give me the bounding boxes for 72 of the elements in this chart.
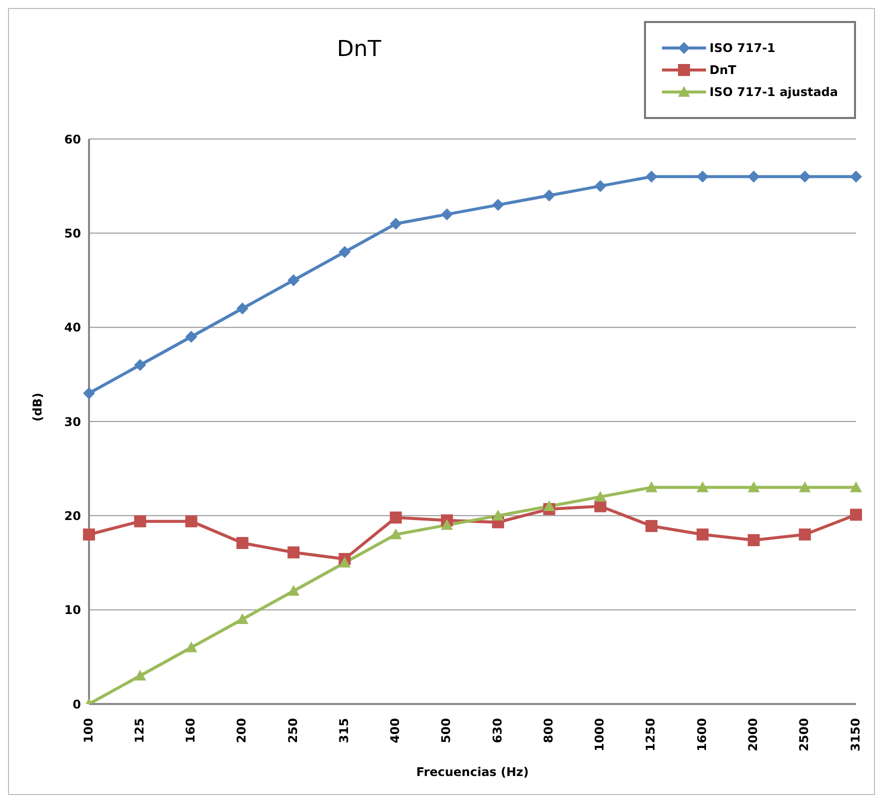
point	[645, 170, 658, 183]
point	[288, 274, 300, 286]
y-tick-label: 40	[64, 320, 81, 335]
point	[236, 536, 248, 549]
point	[748, 534, 760, 546]
legend-label: ISO 717-1	[710, 41, 776, 55]
point	[83, 387, 95, 400]
x-tick-label: 2000	[746, 718, 760, 752]
point	[236, 613, 248, 624]
x-tick-label: 1250	[644, 718, 658, 752]
point	[338, 246, 351, 258]
point	[390, 528, 402, 540]
x-tick-label: 3150	[848, 718, 862, 752]
x-tick-label: 200	[234, 718, 249, 744]
point	[543, 500, 556, 512]
point	[645, 520, 658, 532]
point	[134, 515, 146, 528]
point	[850, 508, 862, 521]
point	[288, 585, 300, 596]
x-tick-label: 1000	[592, 718, 607, 752]
y-tick-label: 10	[64, 603, 81, 618]
point	[236, 302, 248, 314]
point	[185, 515, 198, 528]
point	[850, 170, 862, 183]
y-tick-label: 50	[64, 226, 81, 240]
point	[850, 481, 862, 492]
x-tick-label: 125	[132, 718, 146, 744]
point	[696, 170, 709, 183]
point	[338, 556, 351, 568]
legend-label: DnT	[710, 63, 736, 77]
point	[390, 512, 402, 524]
x-tick-label: 400	[388, 718, 402, 744]
point	[492, 198, 504, 211]
x-tick-label: 2500	[797, 718, 812, 752]
y-tick-label: 30	[64, 414, 81, 429]
legend-label: ISO 717-1 ajustada	[710, 85, 838, 99]
point	[134, 670, 146, 681]
x-tick-label: 315	[336, 718, 351, 744]
point	[134, 359, 146, 371]
point	[185, 330, 198, 343]
x-tick-label: 800	[541, 718, 556, 744]
point	[696, 481, 709, 492]
x-tick-label: 630	[490, 718, 504, 744]
point	[594, 500, 606, 512]
point	[492, 510, 504, 520]
point	[748, 170, 760, 183]
point	[798, 170, 811, 183]
chart-title: DnT	[336, 37, 382, 62]
point	[594, 180, 606, 192]
point	[543, 190, 556, 202]
point	[798, 528, 811, 540]
point	[748, 481, 760, 492]
y-tick-label: 60	[64, 132, 81, 146]
x-tick-label: 250	[286, 718, 300, 744]
x-tick-label: 500	[439, 718, 454, 744]
point	[696, 528, 709, 540]
x-tick-label: 1600	[694, 718, 709, 752]
x-tick-label: 160	[184, 718, 198, 744]
point	[185, 642, 198, 652]
point	[83, 528, 95, 540]
point	[288, 546, 300, 558]
x-axis-title: Frecuencias (Hz)	[416, 765, 529, 779]
point	[798, 481, 811, 492]
point	[594, 490, 606, 502]
y-axis-title: (dB)	[30, 392, 44, 422]
y-tick-label: 0	[72, 697, 81, 712]
point	[440, 519, 453, 530]
point	[440, 208, 453, 220]
y-tick-label: 20	[64, 508, 81, 523]
x-tick-label: 100	[81, 718, 96, 744]
point	[645, 481, 658, 492]
point	[390, 218, 402, 230]
